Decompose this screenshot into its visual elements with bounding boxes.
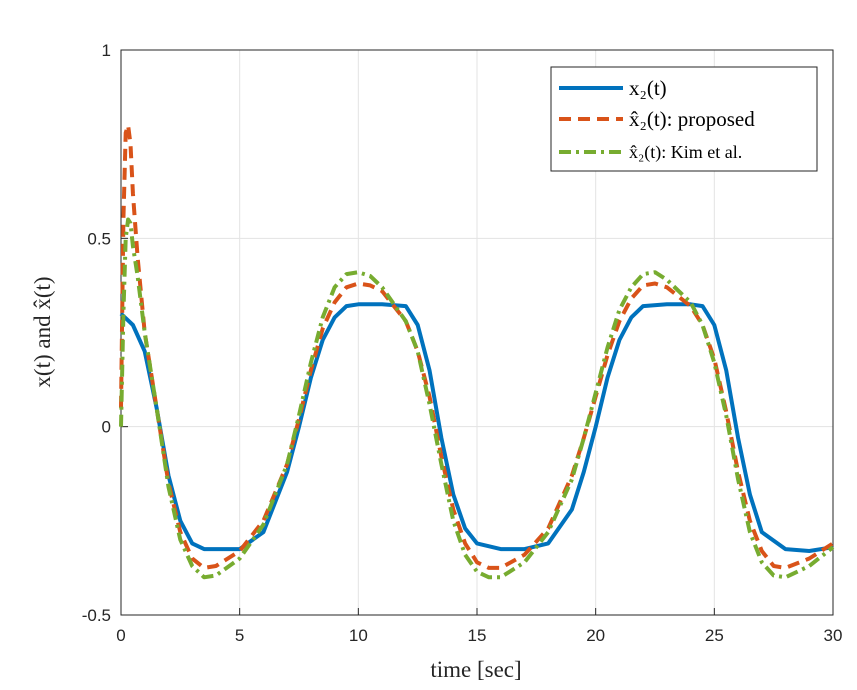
tick-marks [120, 49, 834, 616]
x-tick-label: 5 [235, 626, 244, 645]
y-tick-label: 0.5 [87, 229, 111, 248]
x-tick-label: 30 [824, 626, 843, 645]
legend: x₂(t) x̂₂(t): proposed x̂₂(t): Kim et al… [550, 66, 818, 172]
y-axis-label: x(t) and x̂(t) [30, 276, 55, 387]
legend-label-x2: x₂(t) [629, 76, 667, 100]
series-lines [119, 123, 835, 580]
y-tick-label: -0.5 [82, 606, 111, 625]
x-tick-label: 25 [705, 626, 724, 645]
y-tick-label: 1 [102, 41, 111, 60]
series-line-0 [119, 302, 834, 553]
legend-label-kim: x̂₂(t): Kim et al. [629, 142, 742, 163]
legend-label-proposed: x̂₂(t): proposed [629, 107, 755, 131]
x-tick-label: 10 [349, 626, 368, 645]
tick-labels: 0 5 10 15 20 25 30 -0.5 0 0.5 1 [82, 41, 843, 645]
y-tick-label: 0 [102, 418, 111, 437]
series-line-2 [119, 217, 835, 580]
x-tick-label: 15 [468, 626, 487, 645]
x-axis-label: time [sec] [430, 657, 521, 682]
x-tick-label: 20 [586, 626, 605, 645]
x-tick-label: 0 [116, 626, 125, 645]
